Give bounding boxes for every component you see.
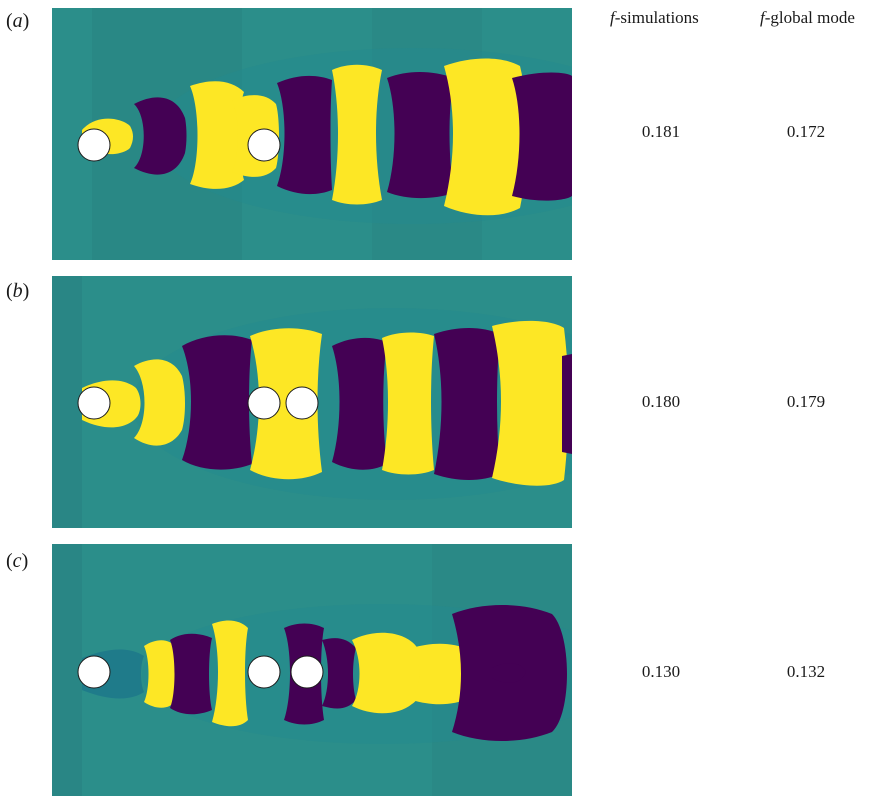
header-f-global-mode: f-global mode bbox=[760, 8, 855, 27]
f-simulations-value-c: 0.130 bbox=[641, 662, 681, 681]
f-simulations-value-a: 0.181 bbox=[641, 122, 681, 141]
header-f-simulations: f-simulations bbox=[610, 8, 699, 27]
flow-field-panel-a bbox=[52, 8, 572, 260]
f-global-mode-value-a: 0.172 bbox=[786, 122, 826, 141]
flow-field-panel-c bbox=[52, 544, 572, 796]
f-global-mode-value-b: 0.179 bbox=[786, 392, 826, 411]
flow-field-panel-b bbox=[52, 276, 572, 528]
f-global-mode-value-c: 0.132 bbox=[786, 662, 826, 681]
panel-label-b: (b) bbox=[6, 280, 30, 302]
panel-label-c: (c) bbox=[6, 550, 29, 572]
f-simulations-value-b: 0.180 bbox=[641, 392, 681, 411]
panel-label-a: (a) bbox=[6, 10, 30, 32]
